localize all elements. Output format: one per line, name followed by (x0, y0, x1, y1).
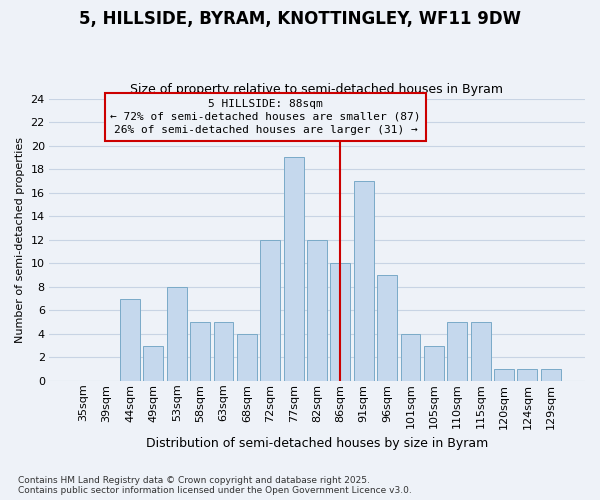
Title: Size of property relative to semi-detached houses in Byram: Size of property relative to semi-detach… (130, 83, 503, 96)
Bar (143, 346, 163, 381)
Text: 5, HILLSIDE, BYRAM, KNOTTINGLEY, WF11 9DW: 5, HILLSIDE, BYRAM, KNOTTINGLEY, WF11 9D… (79, 10, 521, 28)
Y-axis label: Number of semi-detached properties: Number of semi-detached properties (15, 136, 25, 342)
Bar (494, 369, 514, 381)
Bar (307, 240, 327, 381)
Bar (167, 287, 187, 381)
Bar (120, 298, 140, 381)
Bar (541, 369, 560, 381)
Bar (331, 263, 350, 381)
Bar (284, 158, 304, 381)
Text: Contains HM Land Registry data © Crown copyright and database right 2025.
Contai: Contains HM Land Registry data © Crown c… (18, 476, 412, 495)
Bar (424, 346, 444, 381)
Bar (447, 322, 467, 381)
Bar (517, 369, 537, 381)
Bar (214, 322, 233, 381)
Bar (260, 240, 280, 381)
X-axis label: Distribution of semi-detached houses by size in Byram: Distribution of semi-detached houses by … (146, 437, 488, 450)
Bar (401, 334, 421, 381)
Bar (190, 322, 210, 381)
Bar (470, 322, 491, 381)
Bar (354, 181, 374, 381)
Bar (377, 275, 397, 381)
Text: 5 HILLSIDE: 88sqm
← 72% of semi-detached houses are smaller (87)
26% of semi-det: 5 HILLSIDE: 88sqm ← 72% of semi-detached… (110, 98, 421, 135)
Bar (237, 334, 257, 381)
